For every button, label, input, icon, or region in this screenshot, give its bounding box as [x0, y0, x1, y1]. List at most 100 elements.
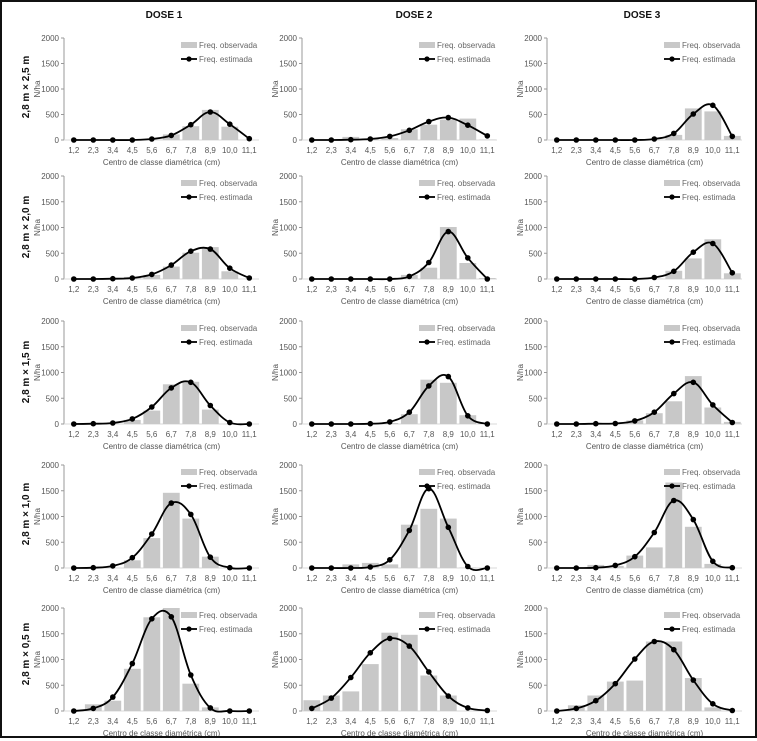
- point-estimated: [651, 136, 658, 142]
- line-estimated: [73, 111, 250, 141]
- bar-observed: [645, 547, 663, 568]
- y-axis-title: N/ha: [271, 364, 280, 381]
- x-tick-label: 1,2: [306, 574, 318, 583]
- x-tick-label: 7,8: [668, 574, 680, 583]
- bar-observed: [162, 384, 180, 424]
- point-estimated: [129, 137, 136, 143]
- y-tick-label: 1000: [524, 224, 542, 233]
- y-axis-title: N/ha: [33, 651, 42, 668]
- y-tick-label: 500: [46, 394, 60, 403]
- y-tick-label: 500: [529, 394, 543, 403]
- point-estimated: [671, 646, 677, 653]
- point-estimated: [612, 680, 619, 687]
- x-axis-title: Centro de classe diamétrica (cm): [341, 297, 459, 306]
- legend-marker-estimated: [424, 483, 430, 489]
- x-tick-label: 10,0: [705, 717, 721, 726]
- column-title-dose-3: DOSE 3: [624, 10, 661, 21]
- bar-observed: [182, 252, 200, 279]
- x-tick-label: 6,7: [404, 146, 416, 155]
- x-tick-label: 11,1: [242, 285, 258, 294]
- point-estimated: [168, 614, 175, 620]
- point-estimated: [690, 249, 697, 255]
- point-estimated: [246, 708, 253, 714]
- point-estimated: [149, 616, 155, 622]
- y-tick-label: 1500: [41, 343, 59, 352]
- bar-observed: [123, 560, 141, 568]
- x-tick-label: 10,0: [705, 430, 721, 439]
- x-tick-label: 10,0: [460, 717, 476, 726]
- x-tick-label: 5,6: [629, 574, 641, 583]
- x-tick-label: 2,3: [326, 146, 338, 155]
- x-tick-label: 3,4: [590, 146, 602, 155]
- chart-panels: 0 500 1000 1500 2000 N/ha 1,2 2,3 3,4 4,5 5,6 6,7 7,…: [33, 34, 742, 738]
- bar-observed: [459, 415, 477, 424]
- chart-panel: 0 500 1000 1500 2000 N/ha 1,2 2,3 3,4 4,5 5,6 6,7 7,…: [516, 34, 742, 167]
- x-tick-label: 2,3: [326, 717, 338, 726]
- x-tick-label: 5,6: [629, 430, 641, 439]
- legend-swatch-observed: [181, 42, 197, 48]
- y-tick-label: 2000: [524, 317, 542, 326]
- point-estimated: [207, 109, 214, 115]
- legend-marker-estimated: [669, 626, 675, 632]
- point-estimated: [149, 271, 155, 278]
- point-estimated: [227, 121, 233, 127]
- point-estimated: [554, 137, 560, 143]
- y-axis-title: N/ha: [271, 651, 280, 668]
- point-estimated: [227, 265, 233, 272]
- point-estimated: [593, 697, 599, 704]
- legend-marker-estimated: [424, 339, 430, 345]
- x-tick-label: 1,2: [306, 430, 318, 439]
- y-tick-label: 500: [46, 538, 60, 547]
- y-tick-label: 500: [46, 681, 60, 690]
- x-tick-label: 10,0: [705, 285, 721, 294]
- x-axis-title: Centro de classe diamétrica (cm): [103, 297, 221, 306]
- x-tick-label: 3,4: [107, 717, 119, 726]
- legend-swatch-observed: [664, 469, 680, 475]
- point-estimated: [445, 693, 452, 699]
- point-estimated: [445, 228, 452, 235]
- x-axis-title: Centro de classe diamétrica (cm): [341, 442, 459, 451]
- y-tick-label: 1500: [41, 198, 59, 207]
- legend: Freq. observada Freq. estimada: [664, 468, 741, 491]
- x-tick-label: 3,4: [590, 285, 602, 294]
- x-tick-label: 1,2: [306, 717, 318, 726]
- legend: Freq. observada Freq. estimada: [419, 611, 496, 634]
- x-tick-label: 6,7: [649, 430, 661, 439]
- y-tick-label: 1000: [279, 224, 297, 233]
- point-estimated: [729, 270, 736, 276]
- x-tick-label: 2,3: [571, 146, 583, 155]
- x-tick-label: 10,0: [705, 574, 721, 583]
- legend-label-estimated: Freq. estimada: [437, 193, 491, 202]
- bar-observed: [303, 700, 321, 711]
- y-tick-label: 0: [293, 136, 298, 145]
- y-tick-label: 1500: [524, 630, 542, 639]
- point-estimated: [387, 557, 393, 563]
- legend-swatch-observed: [419, 180, 435, 186]
- y-tick-label: 1000: [41, 224, 59, 233]
- y-axis-title: N/ha: [271, 508, 280, 525]
- bar-observed: [342, 691, 360, 711]
- point-estimated: [367, 420, 374, 427]
- x-tick-label: 2,3: [88, 574, 100, 583]
- legend-swatch-observed: [419, 325, 435, 331]
- y-tick-label: 0: [538, 564, 543, 573]
- y-tick-label: 1000: [524, 85, 542, 94]
- point-estimated: [328, 137, 335, 143]
- x-tick-label: 8,9: [443, 430, 455, 439]
- point-estimated: [246, 275, 253, 281]
- x-tick-label: 2,3: [326, 574, 338, 583]
- point-estimated: [309, 137, 315, 143]
- bar-observed: [420, 124, 438, 140]
- bar-observed: [162, 266, 180, 279]
- y-tick-label: 0: [293, 707, 298, 716]
- x-tick-label: 5,6: [146, 717, 158, 726]
- x-axis-title: Centro de classe diamétrica (cm): [341, 586, 459, 595]
- x-tick-label: 8,9: [205, 430, 217, 439]
- point-estimated: [484, 707, 491, 714]
- x-tick-label: 2,3: [326, 430, 338, 439]
- y-axis-title: N/ha: [516, 508, 525, 525]
- x-tick-label: 5,6: [629, 146, 641, 155]
- point-estimated: [573, 705, 580, 712]
- x-tick-label: 8,9: [443, 285, 455, 294]
